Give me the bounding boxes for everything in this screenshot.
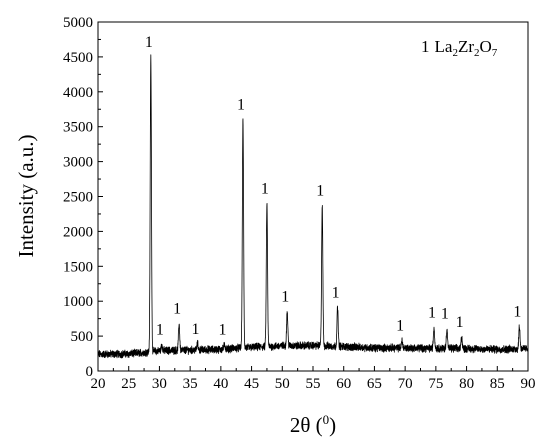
peak-label: 1 bbox=[513, 303, 521, 320]
peak-label: 1 bbox=[261, 180, 269, 197]
legend-formula-sub2: 2 bbox=[474, 47, 480, 59]
x-tick-label: 60 bbox=[336, 376, 351, 392]
tick-labels: 20 25 30 35 40 45 50 55 60 65 70 75 80 85 900500100015… bbox=[63, 15, 536, 392]
peak-label: 1 bbox=[145, 34, 153, 51]
y-tick-label: 4000 bbox=[63, 85, 93, 101]
x-tick-label: 25 bbox=[121, 376, 136, 392]
x-axis-title-close: ) bbox=[329, 413, 336, 437]
x-tick-label: 20 bbox=[91, 376, 106, 392]
y-tick-label: 2500 bbox=[63, 190, 93, 206]
legend-formula-el3: O bbox=[479, 37, 491, 56]
y-axis-title: Intensity (a.u.) bbox=[14, 134, 38, 257]
peak-label: 1 bbox=[281, 289, 289, 306]
legend: 1 La2Zr2O7 bbox=[421, 37, 498, 59]
y-tick-label: 3500 bbox=[63, 120, 93, 136]
legend-formula-el2: Zr bbox=[458, 37, 474, 56]
x-tick-label: 65 bbox=[367, 376, 382, 392]
peak-label: 1 bbox=[316, 183, 324, 200]
y-tick-label: 500 bbox=[71, 329, 94, 345]
x-tick-label: 70 bbox=[398, 376, 413, 392]
y-tick-label: 5000 bbox=[63, 15, 93, 31]
x-tick-label: 85 bbox=[490, 376, 505, 392]
x-tick-label: 35 bbox=[183, 376, 198, 392]
peak-label: 1 bbox=[332, 284, 340, 301]
peak-label: 1 bbox=[173, 301, 181, 318]
y-tick-label: 1500 bbox=[63, 259, 93, 275]
peak-label: 1 bbox=[219, 321, 227, 338]
y-tick-label: 3000 bbox=[63, 155, 93, 171]
x-tick-label: 45 bbox=[244, 376, 259, 392]
peak-label: 1 bbox=[396, 317, 404, 334]
legend-formula-sub1: 2 bbox=[452, 47, 458, 59]
x-tick-label: 80 bbox=[459, 376, 474, 392]
x-tick-label: 90 bbox=[521, 376, 536, 392]
diffraction-trace bbox=[97, 54, 529, 359]
x-axis-title: 2θ (0) bbox=[290, 412, 336, 437]
y-tick-label: 4500 bbox=[63, 50, 93, 66]
legend-formula-sub3: 7 bbox=[492, 47, 498, 59]
peak-label: 1 bbox=[456, 314, 464, 331]
x-tick-label: 40 bbox=[213, 376, 228, 392]
x-axis-title-main: 2θ ( bbox=[290, 413, 323, 437]
x-tick-label: 50 bbox=[275, 376, 290, 392]
x-tick-label: 55 bbox=[306, 376, 321, 392]
legend-marker: 1 bbox=[421, 37, 430, 56]
peak-label: 1 bbox=[237, 97, 245, 114]
peak-label: 1 bbox=[441, 305, 449, 322]
y-tick-label: 0 bbox=[86, 364, 94, 380]
peak-label: 1 bbox=[156, 321, 164, 338]
y-tick-label: 1000 bbox=[63, 294, 93, 310]
x-axis-title-superscript: 0 bbox=[323, 412, 330, 427]
y-tick-label: 2000 bbox=[63, 224, 93, 240]
plot-frame bbox=[97, 21, 529, 372]
peak-label: 1 bbox=[428, 305, 436, 322]
x-tick-label: 30 bbox=[152, 376, 167, 392]
legend-formula-el1: La bbox=[435, 37, 453, 56]
peak-label: 1 bbox=[192, 321, 200, 338]
x-tick-label: 75 bbox=[428, 376, 443, 392]
